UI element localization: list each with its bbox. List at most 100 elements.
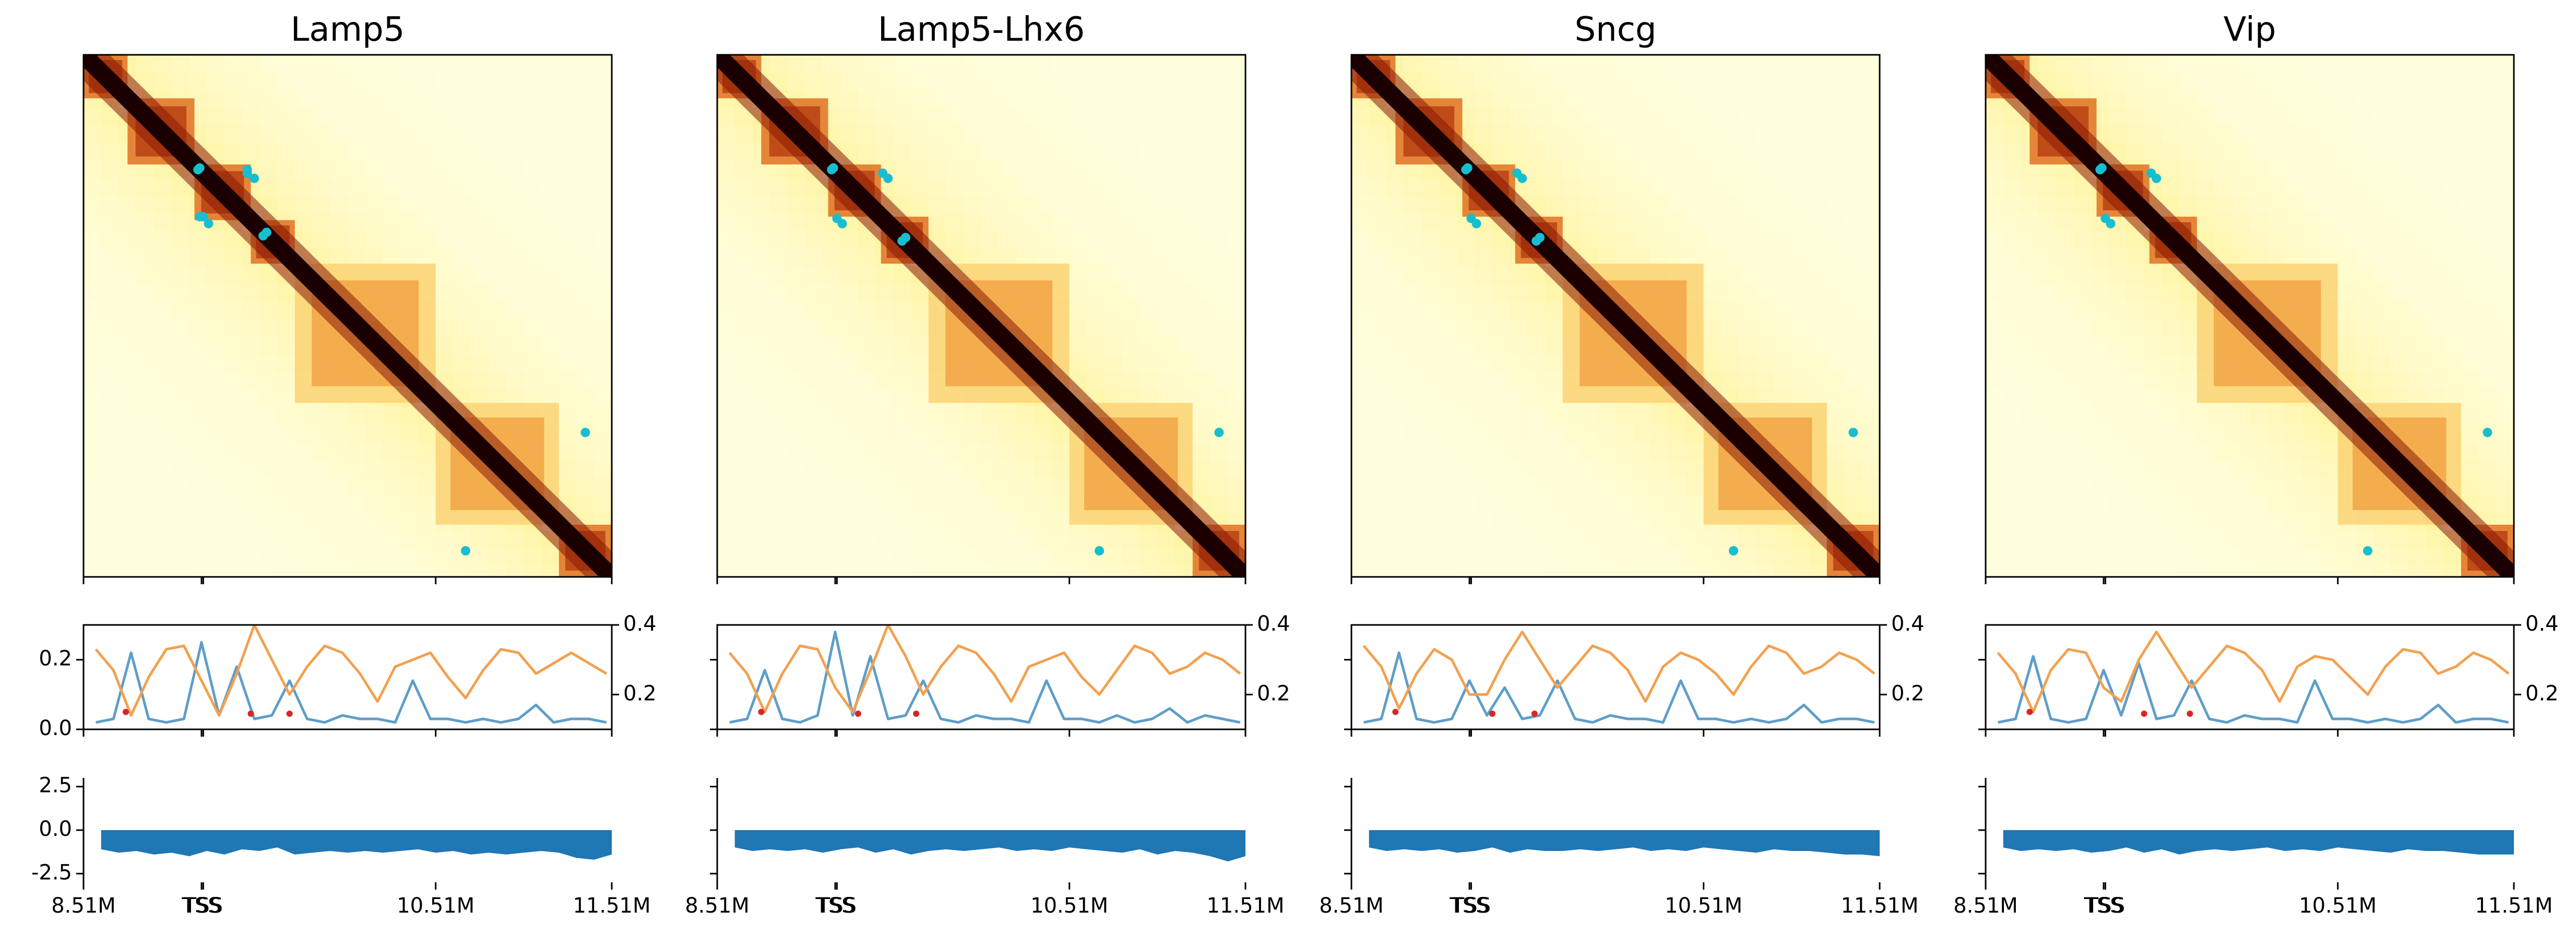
contact-cell (294, 178, 313, 196)
contact-cell (1616, 160, 1634, 179)
contact-cell (1404, 477, 1422, 495)
heatmap-cells (84, 55, 612, 577)
contact-cell (2197, 513, 2215, 531)
contact-cell (1986, 530, 2004, 549)
contact-cell (1457, 513, 1475, 531)
contact-cell (1069, 178, 1087, 196)
contact-cell (1545, 143, 1563, 161)
contact-cell (101, 389, 119, 408)
contact-cell (294, 495, 313, 513)
contact-cell (2021, 513, 2039, 531)
contact-cell (2267, 90, 2285, 108)
contact-cell (524, 530, 542, 549)
contact-cell (2162, 372, 2180, 390)
contact-cell (1192, 459, 1211, 478)
contact-cell (242, 548, 260, 566)
contact-cell (2373, 55, 2391, 73)
contact-cell (1457, 389, 1475, 408)
contact-cell (928, 72, 947, 90)
contact-cell (224, 90, 243, 108)
contact-cell (875, 143, 894, 161)
contact-cell (207, 125, 225, 144)
contact-cell (488, 125, 507, 144)
contact-cell (2232, 424, 2250, 443)
contact-cell (541, 372, 560, 390)
contact-cell (594, 195, 612, 214)
contact-cell (1809, 108, 1827, 126)
contact-cell (348, 55, 366, 73)
loop-marker (827, 165, 837, 174)
contact-cell (2038, 389, 2057, 408)
contact-cell (2285, 424, 2303, 443)
contact-cell (224, 389, 243, 408)
contact-cell (471, 336, 489, 354)
contact-cell (734, 249, 753, 267)
contact-cell (594, 143, 612, 161)
contact-cell (1633, 195, 1651, 214)
contact-cell (1139, 72, 1158, 90)
contact-cell (1439, 336, 1457, 354)
contact-cell (1616, 231, 1634, 249)
contact-cell (1668, 530, 1687, 549)
contact-cell (2373, 231, 2391, 249)
contact-cell (207, 424, 225, 443)
contact-cell (2496, 213, 2514, 231)
contact-cell (1616, 495, 1634, 513)
loop-marker (1848, 428, 1858, 438)
contact-cell (153, 477, 172, 495)
loop-marker (204, 219, 213, 229)
contact-cell (1228, 231, 1245, 249)
contact-cell (1404, 565, 1422, 577)
contact-cell (2021, 530, 2039, 549)
loop-marker (2095, 165, 2105, 174)
heatmap-cells (1351, 55, 1880, 577)
contact-cell (1651, 407, 1669, 425)
contact-cell (1774, 90, 1792, 108)
contact-cell (1175, 143, 1193, 161)
contact-cell (1862, 125, 1880, 144)
contact-cell (964, 90, 982, 108)
contact-cell (2144, 143, 2162, 161)
contact-cell (1351, 336, 1370, 354)
contact-cell (752, 283, 770, 302)
contact-cell (999, 55, 1017, 73)
contact-cell (2478, 72, 2497, 90)
contact-cell (1087, 266, 1105, 285)
contact-cell (1404, 266, 1422, 285)
contact-cell (2302, 231, 2321, 249)
contact-cell (2355, 55, 2373, 73)
contact-cell (2285, 565, 2303, 577)
contact-cell (1668, 231, 1687, 249)
contact-cell (2250, 213, 2268, 231)
contact-cell (1862, 160, 1880, 179)
contact-cell (400, 72, 419, 90)
contact-cell (294, 548, 313, 566)
contact-cell (840, 442, 859, 460)
contact-cell (1685, 424, 1704, 443)
contact-cell (893, 143, 911, 161)
contact-cell (418, 513, 436, 531)
contact-cell (488, 301, 507, 320)
contact-cell (1562, 108, 1581, 126)
contact-cell (1826, 55, 1845, 73)
contact-cell (189, 55, 207, 73)
contact-cell (1421, 213, 1440, 231)
contact-cell (1386, 548, 1405, 566)
contact-cell (1210, 108, 1228, 126)
contact-cell (2337, 266, 2356, 285)
contact-cell (1386, 513, 1405, 531)
contact-cell (1633, 231, 1651, 249)
contact-cell (2478, 143, 2497, 161)
contact-cell (1087, 372, 1105, 390)
contact-cell (2038, 301, 2057, 320)
contact-cell (1756, 90, 1775, 108)
contact-cell (2091, 55, 2109, 73)
contact-cell (348, 530, 366, 549)
contact-cell (1087, 565, 1105, 577)
contact-cell (2232, 477, 2250, 495)
contact-cell (153, 55, 172, 73)
contact-cell (453, 160, 471, 179)
compartment-area (1369, 830, 1880, 856)
contact-cell (1862, 143, 1880, 161)
contact-cell (189, 530, 207, 549)
